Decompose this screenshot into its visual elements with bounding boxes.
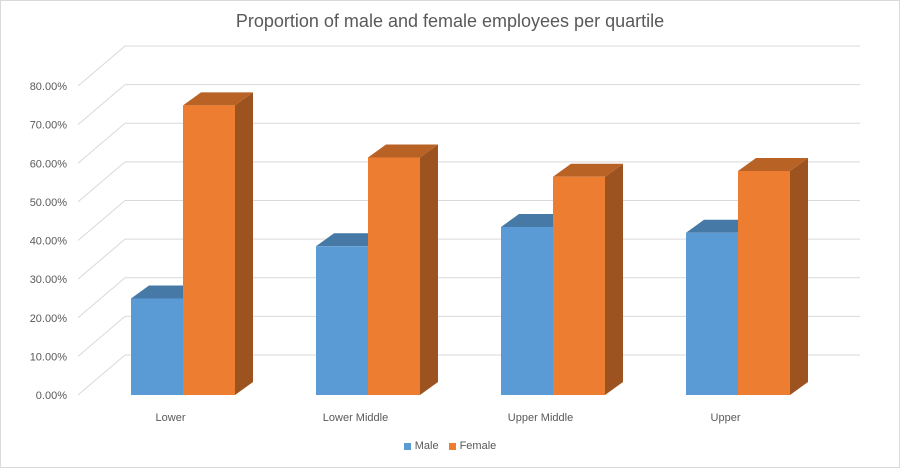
legend-label-male: Male [414,440,439,452]
y-tick-label: 20.00% [30,313,68,325]
gridline-depth [77,315,126,357]
gridline-depth [77,200,126,241]
bar-female [553,176,605,395]
gridline-depth [77,354,126,396]
bar-side-female [790,157,808,395]
y-tick-label: 60.00% [30,158,68,170]
gridline-depth [77,238,126,280]
bar-top-female [368,144,438,158]
legend-swatch-male [403,442,411,450]
bar-top-female [553,163,623,177]
gridline-depth [77,122,126,164]
bar-male [686,232,738,395]
bar-side-female [420,144,438,395]
bar-male [316,246,368,395]
y-tick-label: 0.00% [36,390,67,402]
bar-chart: 0.00% 10.00% 20.00% 30.00% 40.00% 50.00% 60.00… [30,45,860,424]
bar-female [738,170,790,395]
y-tick-label: 30.00% [30,274,68,286]
bar-side-female [235,92,253,395]
legend: Male Female [0,440,900,452]
x-category-label: Lower Middle [323,412,388,424]
bar-top-female [183,92,253,106]
bar-top-female [738,157,808,171]
legend-swatch-female [448,442,456,450]
chart-title: Proportion of male and female employees … [235,11,665,31]
gridline-depth [77,45,126,87]
bar-side-female [605,163,623,395]
y-tick-label: 50.00% [30,197,68,209]
y-tick-label: 40.00% [30,236,68,248]
legend-item-female: Female [448,440,497,452]
bar-female [183,105,235,395]
y-tick-label: 70.00% [30,120,68,132]
x-category-label: Lower [156,412,186,424]
legend-label-female: Female [459,440,497,452]
bar-male [501,226,553,395]
legend-item-male: Male [403,440,439,452]
x-category-label: Upper Middle [508,412,573,424]
bar-male [131,298,183,395]
gridline-depth [77,161,126,203]
y-tick-label: 80.00% [30,81,68,93]
gridline-depth [77,277,126,319]
bar-female [368,157,420,395]
x-category-label: Upper [711,412,741,424]
gridline-depth [77,84,126,126]
y-tick-label: 10.00% [30,351,68,363]
